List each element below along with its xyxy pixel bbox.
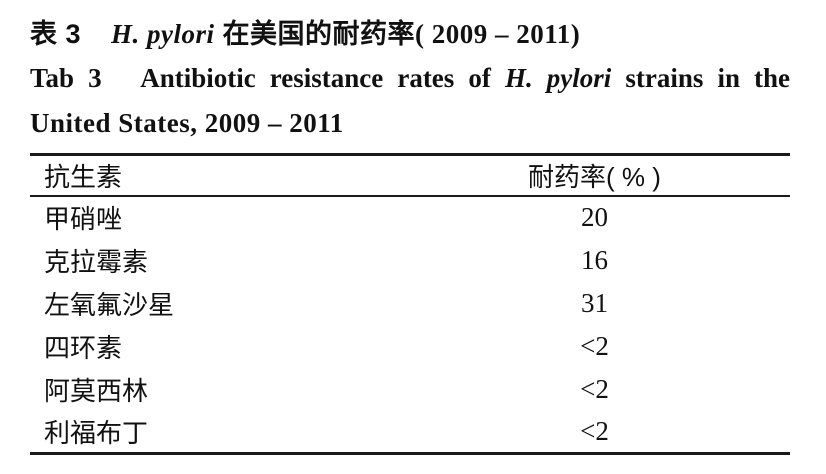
species-name-italic-en: H. pylori [504,63,612,93]
resistance-rate-table: 抗生素 耐药率( % ) 甲硝唑 20 克拉霉素 16 左氧氟沙星 31 四环素… [30,153,790,455]
column-header-antibiotic: 抗生素 [44,161,123,192]
table-row: 左氧氟沙星 31 [30,282,790,325]
caption-text-cn: 在美国的耐药率 [222,19,416,49]
antibiotic-cell: 阿莫西林 [44,375,149,406]
table-caption-chinese: 表 3 H. pylori 在美国的耐药率( 2009 – 2011) [30,12,790,56]
caption-english-line2: United States, 2009 – 2011 [30,108,344,138]
table-row: 利福布丁 <2 [30,411,790,454]
antibiotic-cell: 利福布丁 [44,417,149,448]
table-row: 甲硝唑 20 [30,196,790,239]
header-row: 抗生素 耐药率( % ) [30,155,790,196]
caption-label-en: Tab 3 [30,63,102,93]
caption-label-cn: 表 3 [30,19,82,49]
rate-cell: <2 [580,415,609,446]
table-row: 阿莫西林 <2 [30,368,790,411]
caption-years-cn: ( 2009 – 2011) [415,19,581,49]
antibiotic-cell: 甲硝唑 [44,204,123,234]
species-name-italic: H. pylori [111,19,215,49]
table-row: 四环素 <2 [30,325,790,368]
rate-cell: <2 [580,330,609,361]
table-caption-english: Tab 3 Antibiotic resistance rates of H. … [30,56,790,146]
antibiotic-cell: 左氧氟沙星 [44,289,175,320]
table-row: 克拉霉素 16 [30,239,790,282]
rate-cell: 31 [581,287,608,318]
rate-cell: 20 [581,202,608,232]
caption-text-en-pre: Antibiotic resistance rates of [140,63,491,93]
caption-english-line1: Tab 3 Antibiotic resistance rates of H. … [30,56,790,101]
table-body: 甲硝唑 20 克拉霉素 16 左氧氟沙星 31 四环素 <2 阿莫西林 <2 利… [30,196,790,454]
column-header-rate: 耐药率( % ) [528,161,661,192]
caption-text-en-post: strains in the [625,63,791,93]
rate-cell: <2 [580,373,609,404]
antibiotic-cell: 四环素 [44,332,123,363]
rate-cell: 16 [581,244,608,275]
antibiotic-cell: 克拉霉素 [44,246,149,277]
table-header: 抗生素 耐药率( % ) [30,155,790,196]
